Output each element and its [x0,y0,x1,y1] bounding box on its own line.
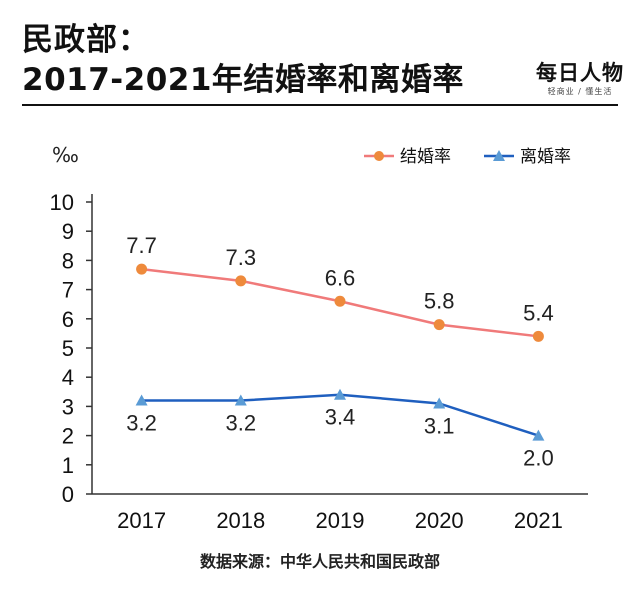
data-point [234,394,247,406]
y-tick-label: 1 [62,453,74,478]
legend-marker [493,150,505,161]
y-tick-label: 5 [62,336,74,361]
data-label: 6.6 [325,265,356,290]
data-label: 3.2 [126,411,157,436]
data-point [532,429,545,441]
y-unit-label: ‰ [52,143,79,167]
data-label: 7.7 [126,233,157,258]
y-tick-label: 0 [62,482,74,507]
x-tick-label: 2019 [316,508,365,533]
page-title-line2: 2017-2021年结婚率和离婚率 [22,62,464,98]
brand-logo: 每日人物 轻商业 / 懂生活 [530,60,630,98]
title-block: 民政部： 2017-2021年结婚率和离婚率 [22,20,464,100]
page-title-line1: 民政部： [22,22,150,58]
data-point [334,388,346,400]
data-label: 7.3 [226,245,257,270]
data-label: 3.2 [226,411,257,436]
data-label: 3.4 [325,405,356,430]
x-tick-label: 2018 [216,508,265,533]
y-tick-label: 7 [62,278,74,303]
data-point [136,263,148,275]
y-tick-label: 6 [62,307,74,332]
y-tick-label: 8 [62,248,74,273]
y-tick-label: 3 [62,394,74,419]
data-point [235,275,247,287]
data-point [433,397,446,409]
x-tick-label: 2021 [514,508,563,533]
data-label: 2.0 [523,446,554,471]
data-point [334,295,346,307]
y-tick-label: 10 [50,190,74,215]
x-tick-label: 2020 [415,508,464,533]
data-point [135,394,148,406]
logo-tagline: 轻商业 / 懂生活 [547,87,613,96]
title-divider [22,104,618,106]
data-point [532,330,544,342]
data-point [433,319,445,331]
y-tick-label: 4 [62,365,74,390]
y-tick-label: 2 [62,424,74,449]
data-label: 3.1 [424,413,455,438]
y-tick-label: 9 [62,219,74,244]
x-tick-label: 2017 [117,508,166,533]
logo-text: 每日人物 [536,61,624,85]
data-source: 数据来源：中华人民共和国民政部 [199,552,440,571]
data-label: 5.4 [523,300,554,325]
legend-label: 离婚率 [520,147,571,167]
legend-label: 结婚率 [400,147,451,167]
data-label: 5.8 [424,289,455,314]
legend-marker [374,151,384,161]
line-chart: ‰ 0 1 2 3 4 5 6 7 8 9 10 2017 2018 2019 2020 2021 7.7 7.3 6… [50,143,588,533]
